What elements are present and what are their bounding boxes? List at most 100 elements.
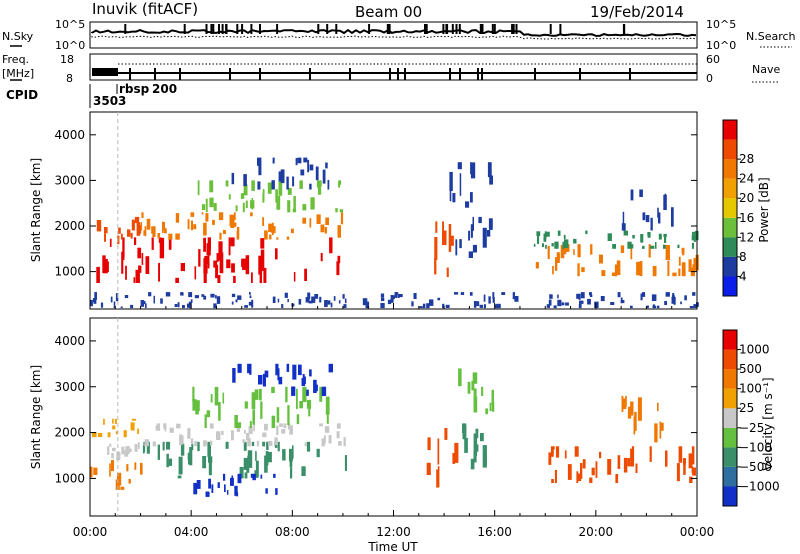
power-cell-2-6	[190, 220, 193, 231]
power-cell-3-30	[292, 208, 297, 213]
power-cell-3-22	[251, 180, 255, 191]
power-colorbar-swatch-7	[723, 139, 737, 160]
power-cell-9-8	[691, 234, 696, 241]
power-cell-4-5	[309, 164, 314, 171]
freq-dense-block	[92, 68, 118, 76]
power-cell-11-140	[672, 293, 675, 297]
power-cell-11-59	[565, 302, 569, 306]
power-cell-0-53	[168, 237, 172, 250]
velocity-cell-3-25	[197, 441, 200, 452]
velocity-cell-7-17	[249, 363, 252, 375]
velocity-cell-10-7	[472, 372, 478, 384]
power-cell-2-17	[152, 228, 156, 238]
power-cell-11-106	[215, 295, 217, 299]
power-cell-11-52	[413, 293, 417, 299]
power-cell-11-58	[548, 299, 552, 306]
velocity-cell-12-8	[657, 402, 659, 412]
power-cell-11-125	[180, 292, 184, 295]
cpid-entry-0: 3503	[93, 94, 126, 108]
power-cell-3-8	[317, 182, 322, 195]
power-cell-5-0	[434, 237, 438, 260]
power-cell-3-18	[228, 194, 231, 200]
power-cell-3-13	[242, 202, 245, 213]
power-cell-6-0	[472, 244, 477, 253]
velocity-cell-11-16	[567, 464, 572, 480]
power-cell-11-71	[311, 296, 316, 303]
power-ytick-label-0: 1000	[54, 265, 85, 279]
power-cell-11-40	[277, 298, 280, 303]
power-cell-11-74	[629, 305, 633, 309]
power-cell-4-12	[315, 166, 319, 181]
power-cell-2-26	[302, 217, 307, 224]
velocity-cell-4-43	[276, 425, 279, 435]
power-colorbar-swatch-6	[723, 159, 737, 179]
velocity-colorbar-swatch-4	[723, 408, 737, 428]
velocity-cell-11-15	[676, 463, 680, 482]
velocity-cell-6-1	[244, 401, 248, 409]
power-cell-8-28	[611, 272, 616, 277]
power-cell-11-15	[684, 295, 687, 301]
velocity-ylabel: Slant Range [km]	[29, 365, 43, 469]
velocity-cell-9-8	[462, 423, 467, 434]
velocity-cell-11-0	[683, 458, 686, 475]
time-tick-label-0: 00:00	[73, 525, 108, 539]
velocity-cell-0-8	[117, 480, 120, 490]
power-cell-0-6	[121, 251, 124, 274]
power-cell-9-23	[630, 244, 634, 249]
velocity-cell-7-9	[277, 368, 280, 381]
velocity-cell-6-32	[319, 386, 323, 402]
power-cell-1-11	[120, 233, 123, 240]
time-axis-label: Time UT	[367, 540, 418, 554]
power-cell-11-34	[479, 304, 484, 308]
power-cell-11-105	[578, 293, 581, 300]
power-cell-4-16	[292, 176, 295, 187]
power-cell-11-16	[343, 304, 347, 308]
power-cell-0-23	[241, 258, 246, 268]
power-cell-11-79	[314, 294, 319, 299]
power-cell-0-19	[329, 237, 333, 254]
velocity-cell-10-2	[489, 402, 492, 412]
power-cell-11-87	[397, 293, 400, 298]
power-cell-11-62	[231, 293, 236, 298]
power-cell-11-113	[231, 301, 234, 305]
power-cell-8-34	[563, 244, 567, 255]
power-cell-8-14	[558, 254, 560, 261]
velocity-cell-3-13	[266, 441, 269, 450]
velocity-cell-5-17	[196, 480, 201, 489]
power-cell-0-36	[275, 248, 278, 260]
power-cell-2-12	[316, 214, 321, 224]
velocity-cell-4-1	[288, 423, 291, 430]
nsearch-series	[91, 35, 697, 40]
power-cell-11-86	[398, 294, 403, 298]
time-tick-label-1: 04:00	[174, 525, 209, 539]
power-cell-11-103	[113, 301, 116, 309]
power-cell-11-57	[589, 294, 593, 297]
power-cell-9-35	[537, 236, 540, 244]
velocity-cell-2-8	[103, 418, 105, 425]
power-cell-11-133	[115, 293, 119, 302]
power-cell-11-13	[174, 304, 178, 307]
power-cell-2-18	[250, 212, 253, 217]
power-cell-11-26	[319, 296, 322, 303]
power-cell-11-78	[610, 302, 615, 305]
power-cell-11-116	[100, 302, 104, 308]
power-cell-11-130	[216, 296, 221, 304]
velocity-cell-11-23	[599, 451, 602, 459]
velocity-colorbar-tick-label-7: −1000	[739, 479, 780, 493]
power-cell-8-33	[552, 266, 554, 275]
velocity-cell-3-48	[265, 451, 269, 466]
power-cell-3-9	[197, 180, 200, 196]
power-cell-2-23	[237, 227, 240, 239]
velocity-cell-1-9	[137, 442, 140, 449]
power-cell-11-135	[93, 298, 97, 304]
velocity-cell-11-27	[692, 467, 696, 476]
power-cell-4-21	[325, 162, 328, 169]
power-cell-11-10	[387, 299, 392, 305]
power-cell-6-9	[468, 251, 473, 258]
velocity-cell-4-36	[152, 441, 156, 447]
power-cell-11-76	[617, 292, 621, 298]
velocity-cell-4-18	[336, 431, 340, 439]
velocity-cell-5-10	[234, 485, 238, 496]
velocity-cell-4-27	[279, 423, 283, 427]
velocity-cell-4-7	[190, 438, 194, 445]
